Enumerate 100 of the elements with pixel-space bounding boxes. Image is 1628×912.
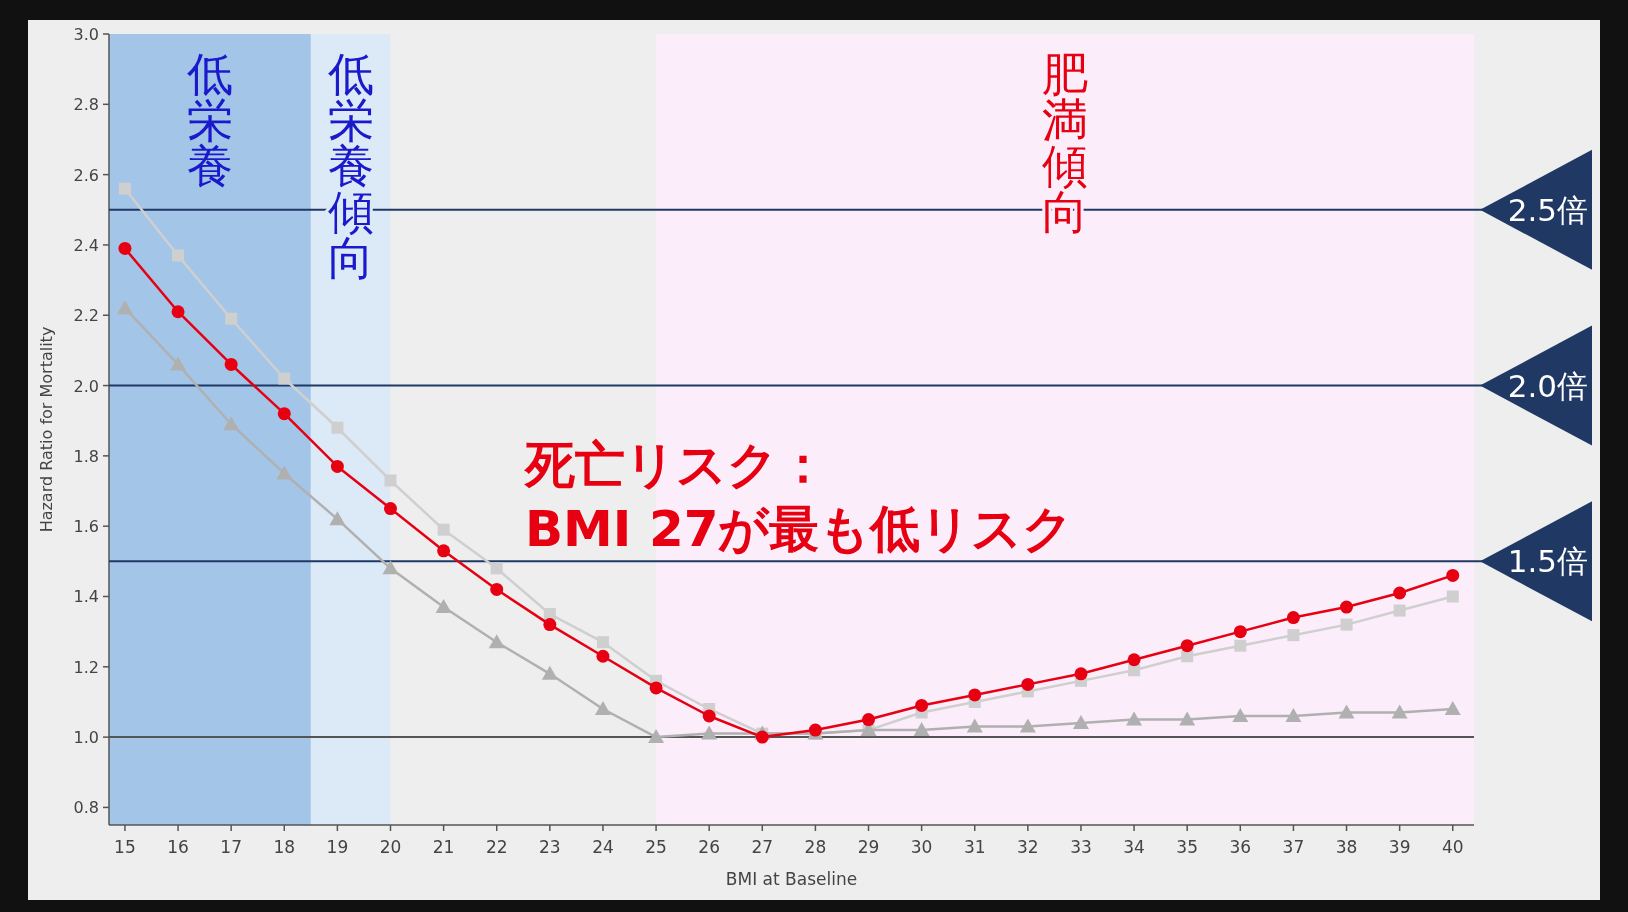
point (1393, 604, 1406, 617)
point (1446, 590, 1459, 603)
point (1127, 653, 1141, 667)
point (1074, 667, 1088, 681)
x-tick-label: 19 (326, 837, 349, 857)
point (1287, 629, 1300, 642)
point (648, 729, 665, 744)
point (968, 688, 982, 702)
y-tick-label: 1.8 (73, 446, 99, 466)
point (490, 582, 504, 596)
x-axis-title: BMI at Baseline (725, 869, 858, 889)
point (382, 560, 399, 575)
point (1021, 677, 1035, 691)
point (596, 649, 610, 663)
point (702, 709, 716, 723)
point (1444, 700, 1461, 715)
point (543, 608, 556, 621)
point (225, 312, 238, 325)
ref-line-label: 2.5倍 (1507, 191, 1588, 228)
point (1391, 704, 1408, 719)
y-tick-label: 2.0 (73, 376, 99, 396)
point (701, 725, 718, 740)
point (596, 636, 609, 649)
point (172, 249, 185, 262)
y-tick-label: 1.6 (73, 517, 99, 537)
point (649, 681, 663, 695)
point (116, 300, 133, 315)
point (1232, 708, 1249, 723)
point (1180, 639, 1194, 653)
x-tick-label: 24 (592, 837, 614, 857)
point (1234, 639, 1247, 652)
x-tick-label: 17 (220, 837, 242, 857)
x-tick-label: 26 (698, 837, 720, 857)
point (330, 459, 344, 473)
x-tick-label: 22 (485, 837, 508, 857)
y-tick-label: 0.8 (73, 798, 99, 818)
band-label: 低栄養 (186, 47, 233, 193)
ref-line-label: 1.5倍 (1507, 543, 1588, 580)
point (1340, 600, 1354, 614)
x-tick-label: 21 (432, 837, 455, 857)
y-tick-label: 2.4 (73, 235, 99, 255)
point (171, 305, 185, 319)
point (278, 372, 291, 385)
annotation: BMI 27が最も低リスク (525, 500, 1074, 558)
y-tick-label: 2.6 (73, 165, 99, 185)
point (224, 357, 238, 371)
point (488, 634, 505, 649)
point (437, 544, 451, 558)
x-tick-label: 35 (1176, 837, 1199, 857)
x-tick-label: 15 (114, 837, 136, 857)
annotation: 死亡リスク： (523, 436, 828, 494)
point (594, 700, 611, 715)
point (329, 511, 346, 526)
point (1285, 708, 1302, 723)
point (331, 421, 344, 434)
x-tick-label: 32 (1017, 837, 1039, 857)
point (435, 599, 452, 614)
point (1179, 711, 1196, 726)
x-tick-label: 40 (1441, 837, 1464, 857)
point (966, 718, 983, 733)
x-tick-label: 23 (539, 837, 561, 857)
point (384, 474, 397, 487)
point (223, 416, 240, 431)
x-tick-label: 28 (804, 837, 827, 857)
point (755, 730, 769, 744)
point (913, 722, 930, 737)
point (118, 241, 132, 255)
x-tick-label: 39 (1388, 837, 1411, 857)
y-tick-label: 2.8 (73, 95, 99, 115)
point (862, 713, 876, 727)
x-tick-label: 30 (910, 837, 933, 857)
y-tick-label: 3.0 (73, 25, 99, 44)
y-axis-title: Hazard Ratio for Mortality (37, 326, 56, 533)
x-tick-label: 31 (963, 837, 986, 857)
point (1340, 618, 1353, 631)
point (1181, 650, 1194, 663)
point (1393, 586, 1407, 600)
x-tick-label: 38 (1335, 837, 1358, 857)
point (384, 502, 397, 516)
point (541, 665, 558, 680)
y-tick-label: 2.2 (73, 306, 99, 326)
x-tick-label: 33 (1070, 837, 1092, 857)
point (170, 356, 187, 371)
point (1286, 611, 1300, 625)
point (1128, 664, 1141, 677)
x-tick-label: 20 (379, 837, 402, 857)
point (490, 562, 503, 575)
point (1072, 715, 1089, 730)
point (915, 698, 929, 712)
y-tick-label: 1.4 (73, 587, 99, 607)
x-tick-label: 34 (1123, 837, 1145, 857)
point (118, 182, 131, 195)
x-tick-label: 29 (857, 837, 880, 857)
x-tick-label: 25 (645, 837, 667, 857)
x-tick-label: 16 (167, 837, 189, 857)
point (276, 465, 293, 480)
x-tick-label: 37 (1282, 837, 1305, 857)
ref-line-label: 2.0倍 (1507, 367, 1588, 404)
point (1338, 704, 1355, 719)
point (543, 618, 557, 632)
